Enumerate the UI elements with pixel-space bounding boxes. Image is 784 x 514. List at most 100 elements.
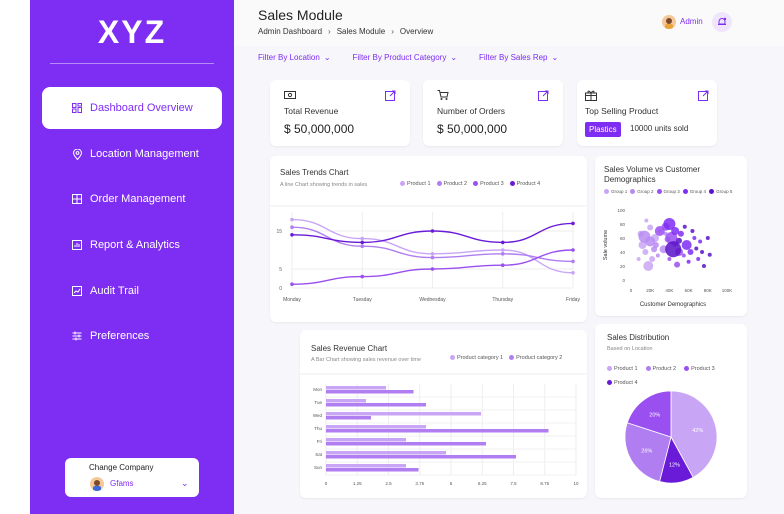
chart-title: Sales Trends Chart <box>280 168 349 177</box>
breadcrumb-item[interactable]: Admin Dashboard <box>258 27 323 36</box>
filter-location[interactable]: Filter By Location ⌄ <box>258 53 331 62</box>
data-point <box>430 267 435 271</box>
external-link-icon[interactable] <box>538 88 549 101</box>
sidebar-item-report-analytics[interactable]: Report & Analytics <box>42 224 222 266</box>
line-chart: 0 5 15 Monday Tuesday Wednesday Thursday Friday <box>270 205 587 303</box>
scatter-point <box>651 246 658 253</box>
legend-item: Product 4 <box>509 181 541 187</box>
scatter-point <box>707 252 712 257</box>
bar <box>326 399 366 403</box>
chevron-down-icon: ⌄ <box>551 53 559 62</box>
legend-label: Group 1 <box>611 189 628 194</box>
chart-subtitle: Based on Location <box>607 346 653 352</box>
x-tick-label: 6.25 <box>478 481 487 486</box>
bar <box>326 412 481 416</box>
bar <box>326 390 414 394</box>
sidebar-item-dashboard-overview[interactable]: Dashboard Overview <box>42 87 222 129</box>
legend-label: Group 4 <box>689 189 707 194</box>
scatter-point <box>681 240 692 250</box>
x-tick-label: Friday <box>566 297 580 303</box>
bar <box>326 386 386 390</box>
change-company-label: Change Company <box>89 463 154 472</box>
scatter-point <box>692 236 697 240</box>
data-point <box>571 248 575 252</box>
report-chart-icon <box>70 238 84 252</box>
data-point <box>290 225 294 229</box>
avatar[interactable] <box>662 15 676 29</box>
legend-swatch <box>709 189 715 195</box>
change-company-dropdown[interactable]: Change Company Gfams ⌄ <box>65 458 199 497</box>
x-tick-label: 20K <box>646 288 654 293</box>
audit-trail-icon <box>70 284 84 298</box>
external-link-icon[interactable] <box>698 88 709 101</box>
filter-label: Filter By Product Category <box>352 53 447 62</box>
cart-icon <box>437 88 449 100</box>
pie-slice <box>626 390 672 438</box>
x-tick-label: 3.75 <box>415 481 424 486</box>
scatter-point <box>700 250 705 254</box>
sales-trends-card: Sales Trends Chart A line Chart showing … <box>270 156 587 322</box>
sidebar-item-label: Audit Trail <box>90 285 139 297</box>
legend-label: Product 3 <box>480 181 504 187</box>
scatter-point <box>645 236 656 247</box>
avatar <box>90 477 104 491</box>
chart-legend: Group 1 Group 2 Group 3 Group 4 Group 5 <box>604 189 732 195</box>
breadcrumb-item: Overview <box>399 27 434 36</box>
pie-chart: 42% 12% 26% 20% <box>624 390 718 484</box>
x-tick-label: 8.75 <box>540 481 549 486</box>
data-point <box>290 233 294 237</box>
sales-revenue-card: Sales Revenue Chart A Bar Chart showing … <box>300 330 587 498</box>
user-name[interactable]: Admin <box>680 17 703 26</box>
sidebar-item-location-management[interactable]: Location Management <box>42 133 222 175</box>
logo: XYZ <box>97 14 167 50</box>
sidebar-item-preferences[interactable]: Preferences <box>42 315 222 357</box>
chart-subtitle: A Bar Chart showing sales revenue over t… <box>311 357 422 363</box>
legend-label: Product category 2 <box>516 355 563 361</box>
legend-swatch <box>684 366 690 372</box>
y-tick-label: 20 <box>620 264 626 269</box>
legend-item: Group 5 <box>709 189 732 195</box>
filter-product-category[interactable]: Filter By Product Category ⌄ <box>353 53 458 62</box>
chart-legend: Product 1 Product 2 Product 3 Product 4 <box>607 366 741 386</box>
legend-swatch <box>682 189 688 195</box>
sidebar-item-audit-trail[interactable]: Audit Trail <box>42 270 222 312</box>
filter-sales-rep[interactable]: Filter By Sales Rep ⌄ <box>479 53 558 62</box>
x-tick-label: 0 <box>325 481 328 486</box>
legend-swatch <box>630 189 636 195</box>
bar <box>326 425 426 429</box>
scatter-point <box>676 237 682 244</box>
legend-label: Product 4 <box>516 181 541 187</box>
scatter-point <box>647 224 654 231</box>
legend-swatch <box>509 355 515 361</box>
scatter-point <box>665 241 682 258</box>
chart-title: Sales Revenue Chart <box>311 344 388 353</box>
data-point <box>360 244 365 248</box>
chart-title: Sales Distribution <box>607 333 670 342</box>
breadcrumb-item[interactable]: Sales Module <box>336 27 386 36</box>
legend-swatch <box>473 181 479 187</box>
preferences-sliders-icon <box>70 329 84 343</box>
scatter-point <box>638 241 647 249</box>
x-tick-label: Wednesday <box>419 297 446 303</box>
y-axis-label: Sale volume <box>603 230 609 260</box>
bar <box>326 464 406 468</box>
sidebar-item-order-management[interactable]: Order Management <box>42 178 222 220</box>
data-point <box>290 217 294 222</box>
y-tick-label: 5 <box>279 267 282 273</box>
sidebar-item-label: Preferences <box>90 330 150 342</box>
x-tick-label: 0 <box>630 288 633 293</box>
notification-bell-icon[interactable] <box>712 12 732 32</box>
legend-item: Group 3 <box>656 189 680 195</box>
sidebar-item-label: Location Management <box>90 148 199 160</box>
y-tick-label: 100 <box>617 208 625 213</box>
legend-item: Product category 1 <box>450 355 503 361</box>
legend-item: Product 2 <box>645 366 676 372</box>
legend-label: Product category 1 <box>457 355 504 361</box>
chevron-right-icon: › <box>328 27 331 36</box>
kpi-label: Total Revenue <box>284 106 339 116</box>
x-tick-label: Thursday <box>492 297 513 303</box>
x-axis-label: Customer Demographics <box>640 302 706 308</box>
legend-item: Group 4 <box>682 189 707 195</box>
external-link-icon[interactable] <box>385 88 396 101</box>
scatter-point <box>677 230 684 237</box>
